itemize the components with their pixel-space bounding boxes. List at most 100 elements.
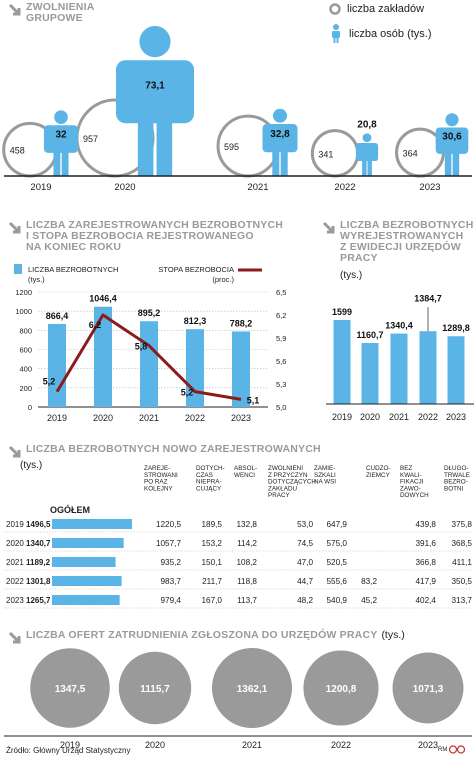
table-cell: 366,8 [416, 558, 437, 567]
credit-initials: RM [438, 746, 448, 753]
table-cell: 211,7 [202, 577, 222, 586]
section4-title: LICZBA BEZROBOTNYCH NOWO ZAREJESTROWANYC… [26, 443, 321, 455]
person-figure [43, 110, 79, 176]
legend-bars-label: LICZBA BEZROBOTNYCH (tys.) [28, 265, 118, 284]
persons-value: 73,1 [145, 81, 165, 92]
table-cell: 189,5 [202, 520, 223, 529]
column-header: CUDZO-ZIEMCY [366, 465, 391, 479]
y2-tick: 5,0 [276, 403, 286, 412]
year-label: 2020 [145, 740, 165, 750]
total-bar [52, 557, 116, 567]
total-bar [52, 595, 120, 605]
year-label: 2020 [360, 412, 380, 422]
table-cell: 540,9 [327, 596, 348, 605]
deregistered-bar [333, 320, 351, 404]
unemployed-value: 866,4 [46, 311, 69, 321]
unemployed-bar [48, 323, 66, 407]
row-total: 1496,5 [26, 520, 51, 529]
layoffs-chart: 458 957 595 341 364 32 2019 73,1 2020 32,8 2021 20,… [2, 25, 472, 193]
table-cell: 935,2 [161, 558, 182, 567]
table-cell: 47,0 [297, 558, 313, 567]
y2-tick: 5,3 [276, 380, 286, 389]
legend-firms-label: liczba zakładów [347, 3, 425, 15]
year-label: 2023 [231, 413, 251, 423]
deregistered-bar [419, 331, 437, 404]
offers-value: 1347,5 [55, 684, 86, 695]
arrow-down-right-icon [8, 445, 21, 458]
column-header: BEZ KWALI-FIKACJI ZAWO-DOWYCH [400, 465, 429, 499]
table-cell: 53,0 [297, 520, 313, 529]
rate-value: 5,1 [247, 395, 260, 405]
y-tick: 600 [19, 346, 32, 355]
y-tick: 800 [19, 326, 32, 335]
y2-tick: 6,2 [276, 311, 286, 320]
arrow-down-right-icon [8, 3, 21, 16]
row-year: 2023 [6, 596, 24, 605]
year-label: 2021 [389, 412, 409, 422]
table-cell: 48,2 [297, 596, 313, 605]
section4-header: LICZBA BEZROBOTNYCH NOWO ZAREJESTROWANYC… [8, 444, 321, 459]
year-label: 2023 [419, 182, 440, 193]
offers-circle [30, 648, 110, 728]
table-cell: 45,2 [361, 596, 377, 605]
persons-value: 30,6 [442, 131, 462, 142]
year-label: 2021 [242, 740, 262, 750]
table-cell: 313,7 [452, 596, 473, 605]
offers-chart: 1347,5 2019 1115,7 2020 1362,1 2021 1200,8 2022… [4, 648, 472, 750]
offers-circle [392, 652, 464, 724]
table-cell: 983,7 [161, 577, 182, 586]
rate-value: 5,2 [43, 377, 56, 387]
row-total: 1340,7 [26, 539, 51, 548]
unemployment-chart: LICZBA BEZROBOTNYCH (tys.) STOPA BEZROBOC… [14, 264, 286, 423]
row-year: 2019 [6, 520, 24, 529]
table-cell: 167,0 [202, 596, 223, 605]
column-header: ZWOLNIENI Z PRZYCZYN DOTYCZĄCYCH ZAKŁADU PRA… [268, 465, 316, 499]
rate-line [55, 313, 242, 401]
year-label: 2019 [30, 182, 51, 193]
y-tick: 1200 [15, 288, 32, 297]
firms-value: 595 [224, 142, 239, 152]
unemployed-bar [140, 321, 158, 407]
y-tick: 400 [19, 365, 32, 374]
table-cell: 555,6 [327, 577, 348, 586]
column-header: DOTYCH-CZAS NIEPRA-CUJĄCY [196, 465, 225, 492]
legend-bars-swatch [14, 264, 22, 274]
unemployed-value: 812,3 [184, 316, 207, 326]
section2-title: LICZBA ZAREJESTROWANYCH BEZROBOTNYCH I S… [26, 219, 284, 253]
rate-value: 5,2 [181, 388, 194, 398]
unemployed-value: 1046,4 [89, 294, 117, 304]
cc-logo-icon [449, 745, 466, 754]
year-label: 2021 [247, 182, 268, 193]
firms-value: 957 [83, 134, 98, 144]
section3-title: LICZBA BEZROBOTNYCH WYREJESTROWANYCH Z E… [340, 219, 474, 264]
column-header: ZAMIE-SZKALI NA WSI [314, 465, 336, 486]
credit: RM [438, 745, 466, 754]
deregistered-value: 1384,7 [414, 293, 442, 303]
unemployed-bar [232, 331, 250, 407]
table-cell: 402,4 [416, 596, 437, 605]
table-cell: 118,8 [237, 577, 257, 586]
person-figure [355, 133, 379, 176]
table-cell: 153,2 [202, 539, 223, 548]
deregistered-value: 1599 [332, 307, 352, 317]
arrow-down-right-icon [8, 631, 21, 644]
table-cell: 647,9 [327, 520, 348, 529]
table-cell: 74,5 [297, 539, 313, 548]
table-cell: 375,8 [452, 520, 473, 529]
y-tick: 200 [19, 384, 32, 393]
total-bar [52, 538, 124, 548]
row-total: 1265,7 [26, 596, 51, 605]
legend-persons: liczba osób (tys.) [331, 24, 432, 44]
row-year: 2020 [6, 539, 24, 548]
year-label: 2022 [334, 182, 355, 193]
table-cell: 979,4 [161, 596, 182, 605]
year-label: 2021 [139, 413, 159, 423]
circle-icon [329, 3, 341, 15]
person-icon [332, 24, 340, 43]
section1-header: ZWOLNIENIA GRUPOWE [8, 2, 95, 24]
deregistered-value: 1289,8 [442, 323, 470, 333]
table-cell: 417,9 [416, 577, 437, 586]
table-cell: 439,8 [416, 520, 437, 529]
table-cell: 83,2 [361, 577, 377, 586]
table-cell: 1220,5 [156, 520, 181, 529]
